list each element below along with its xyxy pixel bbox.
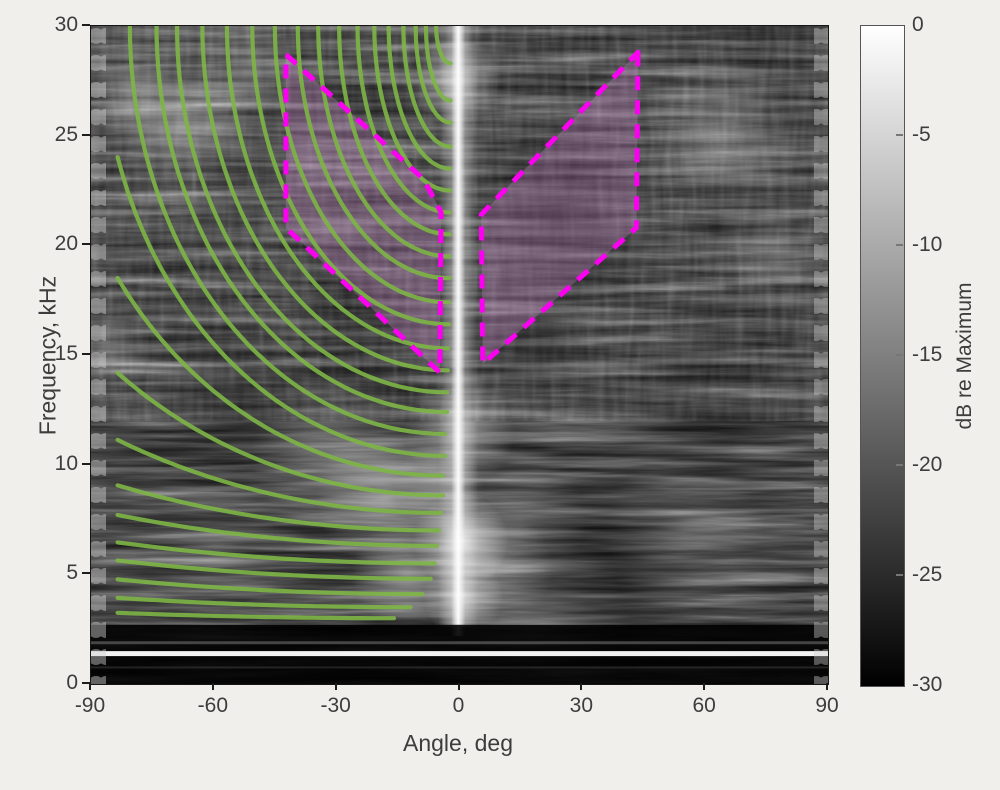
x-tick-label: 60	[692, 694, 716, 717]
x-tick-mark	[457, 683, 460, 690]
x-tick-mark	[580, 683, 583, 690]
green-dispersion-curve	[174, 26, 450, 395]
y-tick-label: 15	[54, 342, 78, 365]
green-dispersion-curve	[413, 26, 453, 125]
green-dispersion-curve	[115, 540, 437, 566]
colorbar-gradient	[860, 25, 905, 687]
green-dispersion-curve	[115, 512, 440, 548]
x-tick-mark	[703, 683, 706, 690]
green-dispersion-curve	[434, 26, 453, 66]
colorbar-label: dB re Maximum	[953, 282, 976, 430]
highlight-region-right	[481, 52, 638, 364]
green-dispersion-curve	[337, 26, 452, 237]
y-tick-mark	[82, 24, 90, 26]
green-dispersion-curve	[115, 483, 442, 533]
green-dispersion-curve	[386, 26, 453, 171]
x-tick-label: -30	[320, 694, 351, 717]
colorbar-tick-label: 0	[912, 13, 924, 36]
green-dispersion-curve	[355, 26, 452, 215]
colorbar-tick-label: -5	[912, 123, 931, 146]
heatmap-image	[91, 26, 828, 684]
y-tick-mark	[82, 572, 90, 575]
green-dispersion-curve	[272, 26, 451, 305]
green-dispersion-curve	[115, 437, 444, 515]
green-dispersion-curve	[200, 26, 451, 373]
green-dispersion-curve	[115, 370, 446, 498]
colorbar-tick-mark	[896, 134, 903, 136]
green-dispersion-curve	[423, 26, 453, 103]
y-tick-label: 5	[66, 561, 78, 585]
green-dispersion-curve	[295, 26, 452, 281]
x-tick-label: -90	[74, 694, 106, 717]
colorbar-tick-label: -30	[912, 673, 943, 696]
y-tick-mark	[82, 243, 90, 246]
x-tick-label: 0	[452, 694, 465, 717]
green-dispersion-curve	[154, 26, 450, 415]
green-dispersion-curve	[224, 26, 451, 351]
colorbar-tick-mark	[896, 464, 903, 466]
x-tick-mark	[89, 683, 91, 690]
y-tick-label: 20	[54, 232, 78, 256]
x-tick-label: -60	[197, 694, 228, 717]
x-tick-mark	[334, 683, 337, 690]
colorbar-tick-mark	[896, 244, 903, 246]
colorbar-tick-label: -20	[912, 453, 943, 476]
colorbar-tick-label: -10	[912, 233, 943, 256]
x-tick-label: 90	[815, 694, 839, 717]
y-tick-mark	[82, 462, 90, 465]
y-tick-label: 10	[54, 451, 78, 475]
green-dispersion-curve	[115, 577, 425, 597]
x-tick-mark	[826, 683, 828, 690]
x-tick-label: 30	[569, 694, 593, 717]
y-tick-mark	[82, 353, 90, 355]
y-tick-mark	[82, 133, 90, 136]
green-dispersion-curve	[401, 26, 453, 149]
colorbar-tick-label: -25	[912, 563, 943, 586]
green-dispersion-curve	[115, 155, 448, 458]
y-tick-mark	[82, 682, 90, 684]
green-dispersion-curve	[372, 26, 453, 193]
colorbar-tick-mark	[896, 354, 903, 356]
green-dispersion-curve	[127, 26, 448, 437]
green-dispersion-curve	[115, 610, 397, 621]
green-dispersion-curve	[250, 26, 451, 327]
y-tick-label: 30	[54, 13, 78, 36]
colorbar-tick-label: -15	[912, 343, 943, 366]
y-tick-label: 0	[66, 671, 78, 694]
plot-area	[90, 25, 829, 685]
x-tick-mark	[211, 683, 214, 690]
green-dispersion-curve	[115, 275, 446, 478]
y-tick-label: 25	[54, 122, 78, 146]
highlight-outline-right	[478, 49, 641, 367]
green-dispersion-curve	[115, 595, 413, 610]
x-axis-title: Angle, deg	[403, 730, 513, 756]
green-dispersion-curve	[115, 558, 433, 581]
highlight-outline-left	[283, 52, 444, 375]
colorbar-tick-mark	[896, 574, 903, 576]
overlay-annotations	[115, 26, 641, 621]
